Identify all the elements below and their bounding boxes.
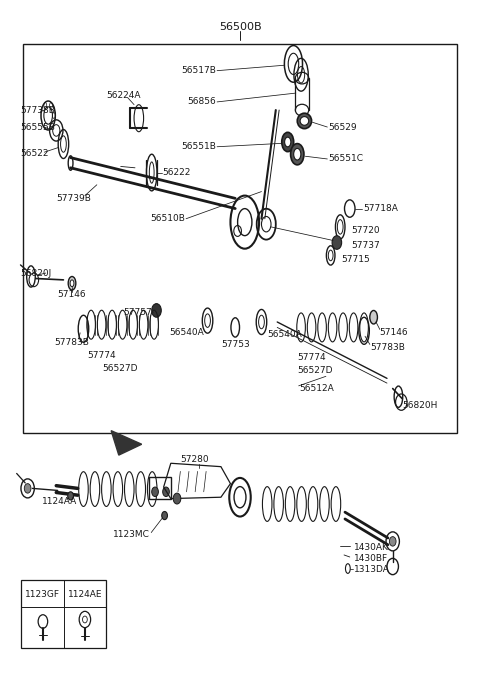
Circle shape xyxy=(163,487,169,496)
Ellipse shape xyxy=(70,280,74,286)
Text: 57783B: 57783B xyxy=(370,343,405,353)
Text: 56224A: 56224A xyxy=(106,91,140,100)
Bar xyxy=(23,44,457,432)
Polygon shape xyxy=(111,430,142,455)
Text: 56820J: 56820J xyxy=(21,269,52,278)
Bar xyxy=(22,580,107,648)
Ellipse shape xyxy=(297,113,312,129)
Circle shape xyxy=(152,487,158,496)
Text: 1313DA: 1313DA xyxy=(354,565,389,574)
Text: 57737: 57737 xyxy=(351,241,380,250)
Text: 56555B: 56555B xyxy=(21,123,55,132)
Circle shape xyxy=(389,537,396,546)
Text: 57774: 57774 xyxy=(87,351,116,360)
Ellipse shape xyxy=(294,149,301,160)
Text: 56551C: 56551C xyxy=(328,154,363,164)
Ellipse shape xyxy=(68,276,76,290)
Text: 1124AA: 1124AA xyxy=(42,496,77,506)
Text: 56222: 56222 xyxy=(163,168,191,177)
Text: 57753: 57753 xyxy=(221,340,250,349)
Text: 57738B: 57738B xyxy=(21,106,55,115)
Text: 57146: 57146 xyxy=(58,291,86,299)
Circle shape xyxy=(24,484,31,493)
Text: 1430AK: 1430AK xyxy=(354,543,388,552)
Text: 57280: 57280 xyxy=(180,456,209,464)
Text: 1123GF: 1123GF xyxy=(25,590,60,599)
Text: 56517B: 56517B xyxy=(181,66,216,75)
Text: 57718A: 57718A xyxy=(363,204,398,213)
Ellipse shape xyxy=(285,137,291,147)
Bar xyxy=(149,477,171,499)
Ellipse shape xyxy=(290,144,304,165)
Circle shape xyxy=(68,492,73,500)
Text: 57146: 57146 xyxy=(379,328,408,338)
Ellipse shape xyxy=(370,310,377,324)
Text: 57783B: 57783B xyxy=(55,338,89,347)
Text: 57774: 57774 xyxy=(297,353,326,362)
Text: 1124AE: 1124AE xyxy=(68,590,102,599)
Ellipse shape xyxy=(282,132,294,151)
Text: 1430BF: 1430BF xyxy=(354,554,388,563)
Text: 56856: 56856 xyxy=(187,98,216,106)
Text: 57757: 57757 xyxy=(123,308,152,317)
Text: 56820H: 56820H xyxy=(402,401,438,410)
Text: 56540A: 56540A xyxy=(169,328,204,338)
Text: 56540A: 56540A xyxy=(268,329,302,339)
Text: 56522: 56522 xyxy=(21,149,49,158)
Text: 56529: 56529 xyxy=(328,123,357,132)
Text: 56510B: 56510B xyxy=(150,214,185,223)
Ellipse shape xyxy=(300,117,309,125)
Text: 1123MC: 1123MC xyxy=(113,530,150,539)
Text: 57739B: 57739B xyxy=(56,194,91,203)
Circle shape xyxy=(332,236,342,250)
Circle shape xyxy=(173,493,181,504)
Text: 56551B: 56551B xyxy=(181,143,216,151)
Circle shape xyxy=(162,512,168,520)
Text: 57720: 57720 xyxy=(351,226,380,235)
Text: 56527D: 56527D xyxy=(102,364,137,372)
Text: 56527D: 56527D xyxy=(297,366,333,375)
Text: 56500B: 56500B xyxy=(219,22,261,31)
Text: 56512A: 56512A xyxy=(300,384,335,393)
Circle shape xyxy=(152,303,161,317)
Text: 57715: 57715 xyxy=(341,255,370,264)
